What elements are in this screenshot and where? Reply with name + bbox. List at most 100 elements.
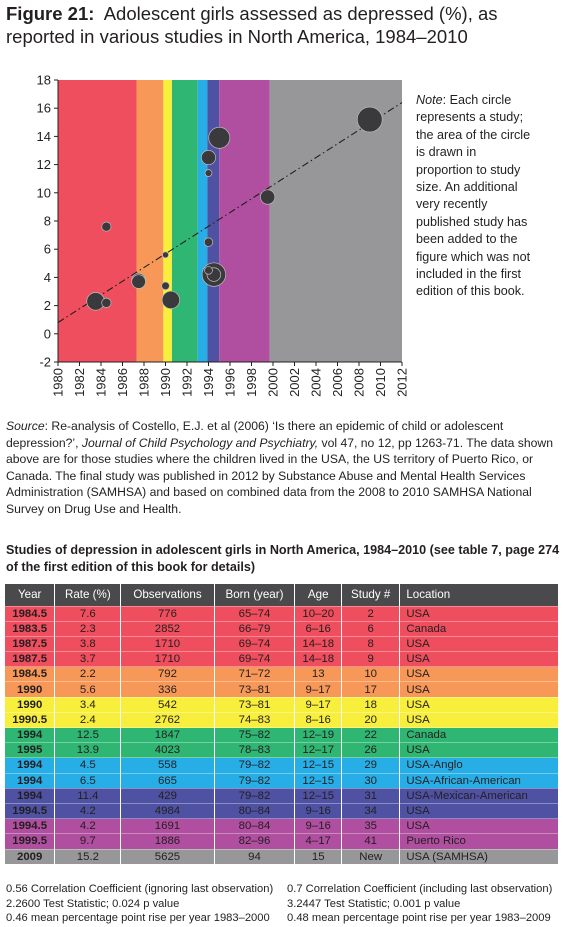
table-cell: 34 bbox=[341, 802, 401, 819]
table-cell: 71–72 bbox=[214, 666, 296, 682]
table-row: 1994.5 4.2 4984 80–84 9–16 34 USA bbox=[5, 802, 559, 819]
y-tick-label: 10 bbox=[37, 185, 51, 200]
table-row: 1994 4.5 558 79–82 12–15 29 USA-Anglo bbox=[5, 757, 559, 774]
table-cell: 13 bbox=[294, 666, 343, 682]
table-row: 2009 15.2 5625 94 15 New USA (SAMHSA) bbox=[5, 848, 559, 865]
table-cell: 1984.5 bbox=[5, 605, 56, 622]
y-tick-label: 6 bbox=[44, 242, 51, 257]
table-header-cell: Study # bbox=[341, 584, 401, 606]
table-cell: Puerto Rico bbox=[399, 833, 559, 849]
color-bands bbox=[58, 80, 402, 362]
table-cell: 3.7 bbox=[54, 651, 122, 667]
table-cell: 792 bbox=[120, 666, 215, 682]
table-header-row: Year Rate (%) Observations Born (year) Age St… bbox=[5, 584, 559, 606]
table-row: 1990 5.6 336 73–81 9–17 17 USA bbox=[5, 681, 559, 698]
table-cell: 542 bbox=[120, 696, 215, 713]
table-cell: USA (SAMHSA) bbox=[399, 848, 559, 865]
table-cell: 336 bbox=[120, 681, 215, 698]
table-cell: 9–17 bbox=[294, 681, 343, 698]
y-tick-label: -2 bbox=[39, 355, 51, 370]
y-tick-label: 16 bbox=[37, 101, 51, 116]
trend-line-group bbox=[57, 102, 403, 323]
table-header-cell: Observations bbox=[120, 584, 215, 606]
color-band bbox=[197, 80, 208, 362]
table-row: 1987.5 3.8 1710 69–74 14–18 8 USA bbox=[5, 635, 559, 652]
data-point bbox=[161, 281, 170, 291]
y-tick-label: 8 bbox=[44, 214, 51, 229]
x-tick-label: 2010 bbox=[373, 368, 388, 397]
table-cell: USA bbox=[399, 742, 559, 758]
table-cell: 2.4 bbox=[54, 711, 122, 728]
table-cell: 82–96 bbox=[214, 833, 296, 849]
table-cell: 776 bbox=[120, 605, 215, 622]
table-cell: 429 bbox=[120, 787, 215, 804]
table-cell: USA-Mexican-American bbox=[399, 787, 559, 804]
chart-note: Note: Each circle represents a study; th… bbox=[416, 92, 534, 301]
x-tick-label: 1980 bbox=[51, 368, 66, 397]
data-points bbox=[86, 106, 383, 311]
figure-title-text: Adolescent girls assessed as depressed (… bbox=[6, 3, 498, 47]
stat-line: 2.2600 Test Statistic; 0.024 p value bbox=[6, 897, 180, 910]
data-point bbox=[131, 274, 146, 289]
table-cell: 1994.5 bbox=[5, 818, 56, 834]
color-band bbox=[171, 80, 198, 362]
table-cell: 4.2 bbox=[54, 818, 122, 834]
table-cell: 69–74 bbox=[214, 651, 296, 667]
data-point bbox=[101, 221, 112, 232]
table-cell: 665 bbox=[120, 772, 215, 789]
table-cell: 8–16 bbox=[294, 711, 343, 728]
table-cell: Canada bbox=[399, 726, 559, 743]
data-point bbox=[204, 266, 213, 275]
table-cell: 14–18 bbox=[294, 635, 343, 652]
table-cell: New bbox=[341, 848, 401, 865]
table-cell: 9–17 bbox=[294, 696, 343, 713]
table-cell: 12–19 bbox=[294, 726, 343, 743]
table-row: 1984.5 2.2 792 71–72 13 10 USA bbox=[5, 666, 559, 682]
x-tick-label: 1994 bbox=[201, 368, 216, 397]
stat-line: 0.48 mean percentage point rise per year… bbox=[287, 912, 551, 925]
x-tick-label: 1996 bbox=[223, 368, 238, 397]
x-tick-label: 1984 bbox=[94, 368, 109, 397]
data-point bbox=[260, 189, 276, 205]
table-cell: USA bbox=[399, 696, 559, 713]
table-cell: 20 bbox=[341, 711, 401, 728]
source-text: Source: Re-analysis of Costello, E.J. et… bbox=[6, 418, 558, 518]
table-header-cell: Born (year) bbox=[214, 584, 296, 606]
table-cell: 31 bbox=[341, 787, 401, 804]
x-tick-label: 2008 bbox=[352, 368, 367, 397]
table-cell: USA bbox=[399, 681, 559, 698]
table-cell: 69–74 bbox=[214, 635, 296, 652]
trend-line bbox=[57, 102, 403, 323]
table-cell: 11.4 bbox=[54, 787, 122, 804]
table-cell: 4.2 bbox=[54, 802, 122, 819]
table-cell: 1994 bbox=[5, 787, 56, 804]
table-cell: 35 bbox=[341, 818, 401, 834]
table-cell: 30 bbox=[341, 772, 401, 789]
table-cell: 4–17 bbox=[294, 833, 343, 849]
stat-line: 3.2447 Test Statistic; 0.001 p value bbox=[287, 897, 461, 910]
table-cell: 1994.5 bbox=[5, 802, 56, 819]
table-header-cell: Rate (%) bbox=[54, 584, 122, 606]
studies-table: Year Rate (%) Observations Born (year) Age St… bbox=[5, 584, 559, 865]
table-cell: 1710 bbox=[120, 635, 215, 652]
table-cell: USA bbox=[399, 605, 559, 622]
table-cell: 66–79 bbox=[214, 620, 296, 637]
data-point bbox=[203, 237, 214, 247]
y-tick-label: 14 bbox=[37, 129, 51, 144]
table-cell: 12–15 bbox=[294, 772, 343, 789]
table-cell: 10–20 bbox=[294, 605, 343, 622]
x-tick-label: 2004 bbox=[309, 368, 324, 397]
figure-label: Figure 21: bbox=[6, 3, 95, 24]
table-cell: 6.5 bbox=[54, 772, 122, 789]
x-tick-label: 1990 bbox=[158, 368, 173, 397]
color-band bbox=[58, 80, 137, 362]
y-tick-label: 0 bbox=[44, 326, 51, 341]
table-cell: Canada bbox=[399, 620, 559, 637]
table-cell: 5625 bbox=[120, 848, 215, 865]
table-cell: 12.5 bbox=[54, 726, 122, 743]
table-cell: 1990 bbox=[5, 681, 56, 698]
table-cell: 9.7 bbox=[54, 833, 122, 849]
color-band bbox=[219, 80, 270, 362]
data-point bbox=[161, 290, 180, 310]
